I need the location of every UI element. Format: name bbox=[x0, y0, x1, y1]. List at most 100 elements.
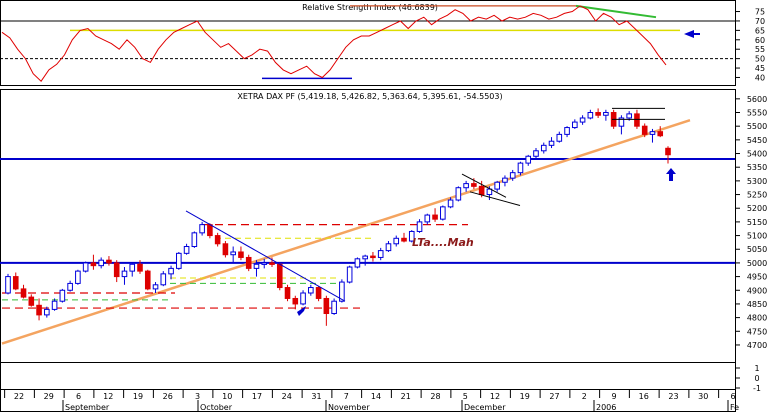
candle-body bbox=[152, 284, 159, 290]
candle-body bbox=[595, 112, 601, 116]
candle-body bbox=[440, 206, 446, 220]
long-term-trendline bbox=[1, 118, 691, 345]
bottom-tick-label: 0 bbox=[754, 374, 759, 383]
candle-body bbox=[44, 308, 50, 316]
candlesticks bbox=[5, 108, 671, 326]
candle-body bbox=[416, 221, 423, 232]
candle-body bbox=[315, 287, 322, 299]
x-day-label: 28 bbox=[430, 392, 440, 401]
price-tick-label: 5550 bbox=[747, 109, 767, 118]
x-day-label: 3 bbox=[195, 392, 200, 401]
candle-body bbox=[82, 262, 89, 272]
candle-body bbox=[649, 131, 656, 135]
candle-body bbox=[28, 296, 35, 306]
candle-body bbox=[517, 162, 524, 174]
candle-body bbox=[292, 297, 299, 305]
candle-body bbox=[160, 273, 167, 286]
flag-lower-line bbox=[469, 191, 521, 206]
annotation-label: LTa....Mah bbox=[412, 236, 474, 249]
price-tick-label: 5200 bbox=[747, 204, 767, 213]
candle-body bbox=[463, 183, 469, 189]
x-month-label: September bbox=[65, 403, 110, 412]
rsi-tick-label: 60 bbox=[755, 36, 765, 45]
x-day-label: 12 bbox=[490, 392, 500, 401]
x-day-label: 6 bbox=[76, 392, 81, 401]
x-day-label: 26 bbox=[163, 392, 173, 401]
price-tick-label: 5050 bbox=[747, 245, 767, 254]
x-day-label: 2 bbox=[582, 392, 587, 401]
x-day-label: 6 bbox=[730, 392, 735, 401]
candle-body bbox=[51, 300, 58, 310]
x-day-label: 22 bbox=[14, 392, 24, 401]
rsi-tick-label: 45 bbox=[755, 64, 765, 73]
x-day-label: 10 bbox=[222, 392, 232, 401]
price-tick-label: 5350 bbox=[747, 163, 767, 172]
candle-body bbox=[238, 251, 244, 258]
candle-body bbox=[455, 187, 462, 201]
candle-body bbox=[183, 246, 190, 254]
candle-body bbox=[230, 251, 236, 256]
candle-body bbox=[245, 256, 252, 269]
candle-body bbox=[36, 304, 42, 316]
flag-upper-line bbox=[461, 173, 507, 198]
candle-body bbox=[59, 289, 66, 302]
candle-body bbox=[478, 185, 485, 196]
candle-body bbox=[300, 292, 306, 305]
rsi-tick-label: 75 bbox=[755, 8, 765, 17]
price-tick-label: 5150 bbox=[747, 218, 767, 227]
candle-body bbox=[137, 263, 143, 272]
price-tick-label: 5300 bbox=[747, 177, 767, 186]
x-month-label: Fe bbox=[730, 403, 739, 412]
candle-body bbox=[603, 112, 609, 116]
rsi-title: Relative Strength Index (46.6839) bbox=[302, 3, 438, 12]
price-tick-label: 4750 bbox=[747, 327, 767, 336]
candle-body bbox=[525, 155, 532, 164]
candle-body bbox=[331, 300, 337, 315]
candle-body bbox=[587, 112, 594, 119]
x-day-label: 19 bbox=[133, 392, 143, 401]
price-tick-label: 5000 bbox=[747, 259, 767, 268]
up-arrow-icon bbox=[666, 168, 676, 181]
candle-body bbox=[533, 150, 539, 157]
x-day-label: 23 bbox=[668, 392, 678, 401]
candle-body bbox=[113, 262, 120, 278]
price-tick-label: 4800 bbox=[747, 314, 767, 323]
price-tick-label: 4850 bbox=[747, 300, 767, 309]
x-day-label: 31 bbox=[311, 392, 321, 401]
candle-body bbox=[634, 113, 640, 127]
price-tick-label: 5400 bbox=[747, 150, 767, 159]
falling-channel-line bbox=[185, 210, 346, 302]
candle-body bbox=[269, 262, 275, 265]
candle-body bbox=[354, 258, 361, 268]
candle-body bbox=[12, 276, 19, 290]
x-day-label: 16 bbox=[639, 392, 649, 401]
bottom-tick-label: 1 bbox=[754, 364, 759, 373]
candle-body bbox=[370, 255, 376, 259]
candle-body bbox=[432, 214, 438, 220]
rsi-tick-label: 65 bbox=[755, 26, 765, 35]
price-tick-label: 5450 bbox=[747, 136, 767, 145]
candle-body bbox=[176, 252, 182, 269]
candle-body bbox=[199, 224, 205, 234]
candle-body bbox=[362, 255, 368, 260]
candle-body bbox=[121, 270, 128, 278]
candle-body bbox=[540, 144, 547, 152]
candle-body bbox=[323, 297, 330, 315]
candle-body bbox=[284, 287, 291, 299]
candle-body bbox=[494, 181, 500, 190]
rsi-series bbox=[1, 5, 667, 82]
candle-body bbox=[207, 224, 213, 237]
x-month-label: October bbox=[200, 403, 233, 412]
candle-body bbox=[5, 276, 11, 294]
candle-body bbox=[168, 267, 174, 275]
candle-body bbox=[509, 172, 516, 179]
candle-body bbox=[20, 288, 27, 298]
rsi-level-lines bbox=[0, 4, 735, 80]
candle-body bbox=[191, 232, 198, 248]
candle-body bbox=[401, 237, 407, 242]
candle-body bbox=[276, 263, 283, 289]
rsi-tick-label: 55 bbox=[755, 45, 765, 54]
candle-body bbox=[129, 263, 136, 272]
